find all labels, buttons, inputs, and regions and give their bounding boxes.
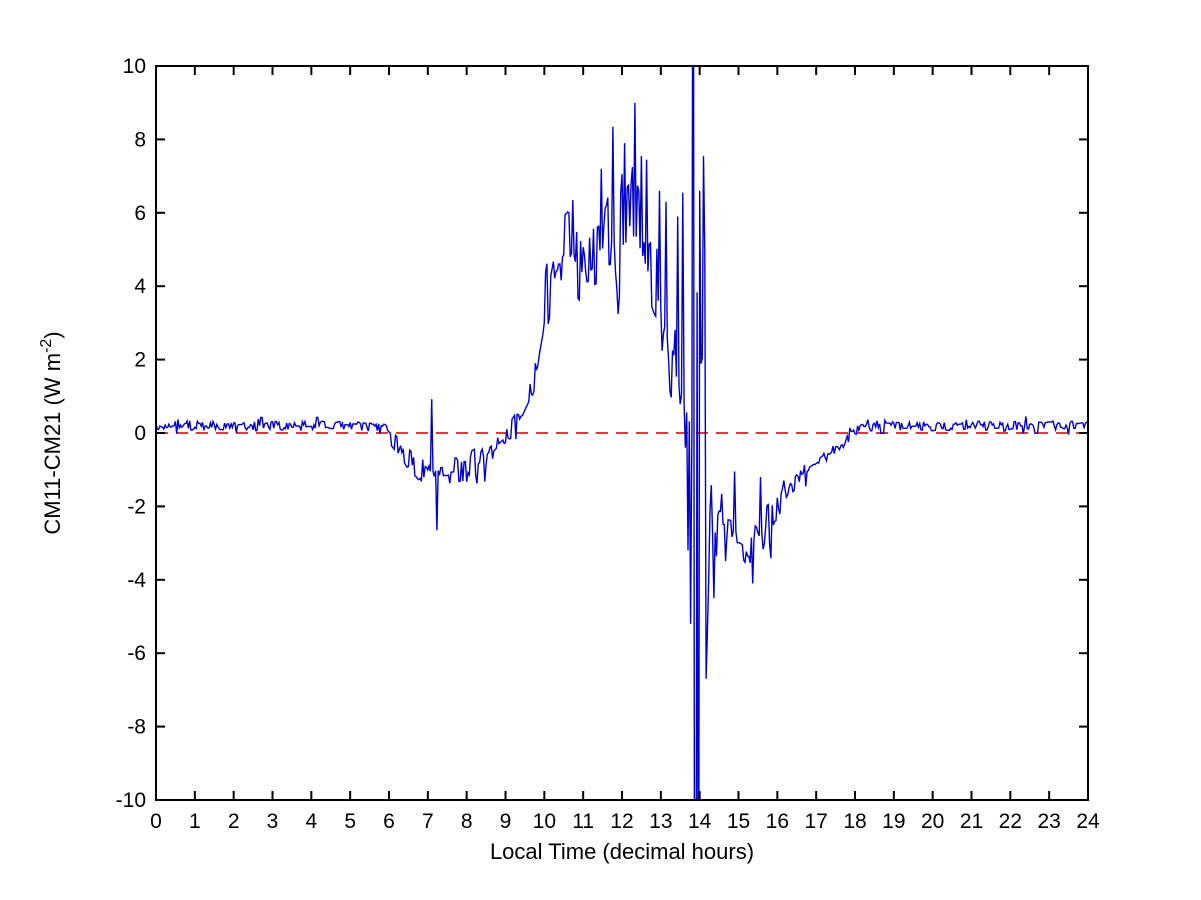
- x-tick-label: 16: [766, 810, 789, 833]
- x-tick-label: 8: [461, 810, 473, 833]
- x-tick-labels: 0 1 2 3 4 5 6 7 8 9 10 11 12 13 14 15 16 17 18 19 20 21 22 23 24: [150, 810, 1100, 833]
- x-tick-label: 15: [727, 810, 750, 833]
- y-tick-label: -4: [127, 569, 146, 592]
- x-tick-label: 20: [921, 810, 944, 833]
- x-tick-label: 14: [688, 810, 712, 833]
- x-tick-label: 0: [150, 810, 162, 833]
- x-tick-label: 23: [1037, 810, 1060, 833]
- y-tick-label: 0: [134, 422, 146, 445]
- y-tick-label: -6: [127, 642, 146, 665]
- x-tick-label: 11: [572, 810, 594, 833]
- x-tick-label: 9: [500, 810, 512, 833]
- y-axis-label: CM11-CM21 (W m-2): [38, 331, 65, 534]
- x-tick-label: 22: [999, 810, 1022, 833]
- x-tick-label: 1: [189, 810, 201, 833]
- x-axis-label: Local Time (decimal hours): [490, 839, 754, 864]
- x-tick-label: 17: [804, 810, 827, 833]
- x-tick-label: 12: [610, 810, 633, 833]
- y-tick-label: 2: [134, 349, 146, 372]
- x-tick-label: 4: [305, 810, 317, 833]
- x-tick-label: 7: [422, 810, 434, 833]
- axis-ticks: [155, 65, 1089, 801]
- y-tick-label: -2: [127, 495, 146, 518]
- x-tick-label: 18: [843, 810, 866, 833]
- y-tick-label: 10: [123, 55, 146, 78]
- x-tick-label: 13: [649, 810, 672, 833]
- x-tick-label: 24: [1076, 810, 1100, 833]
- x-tick-label: 3: [267, 810, 279, 833]
- y-tick-label: -10: [116, 789, 146, 812]
- y-tick-labels: -10 -8 -6 -4 -2 0 2 4 6 8 10: [116, 55, 147, 812]
- difference-series-line: [156, 66, 1088, 800]
- y-tick-label: 6: [134, 202, 146, 225]
- x-tick-label: 6: [383, 810, 395, 833]
- x-tick-label: 10: [533, 810, 556, 833]
- y-tick-label: 4: [134, 275, 146, 298]
- x-tick-label: 2: [228, 810, 240, 833]
- y-tick-label: -8: [127, 716, 146, 739]
- x-tick-label: 21: [960, 810, 983, 833]
- y-tick-label: 8: [134, 128, 146, 151]
- x-tick-label: 5: [344, 810, 356, 833]
- x-tick-label: 19: [882, 810, 905, 833]
